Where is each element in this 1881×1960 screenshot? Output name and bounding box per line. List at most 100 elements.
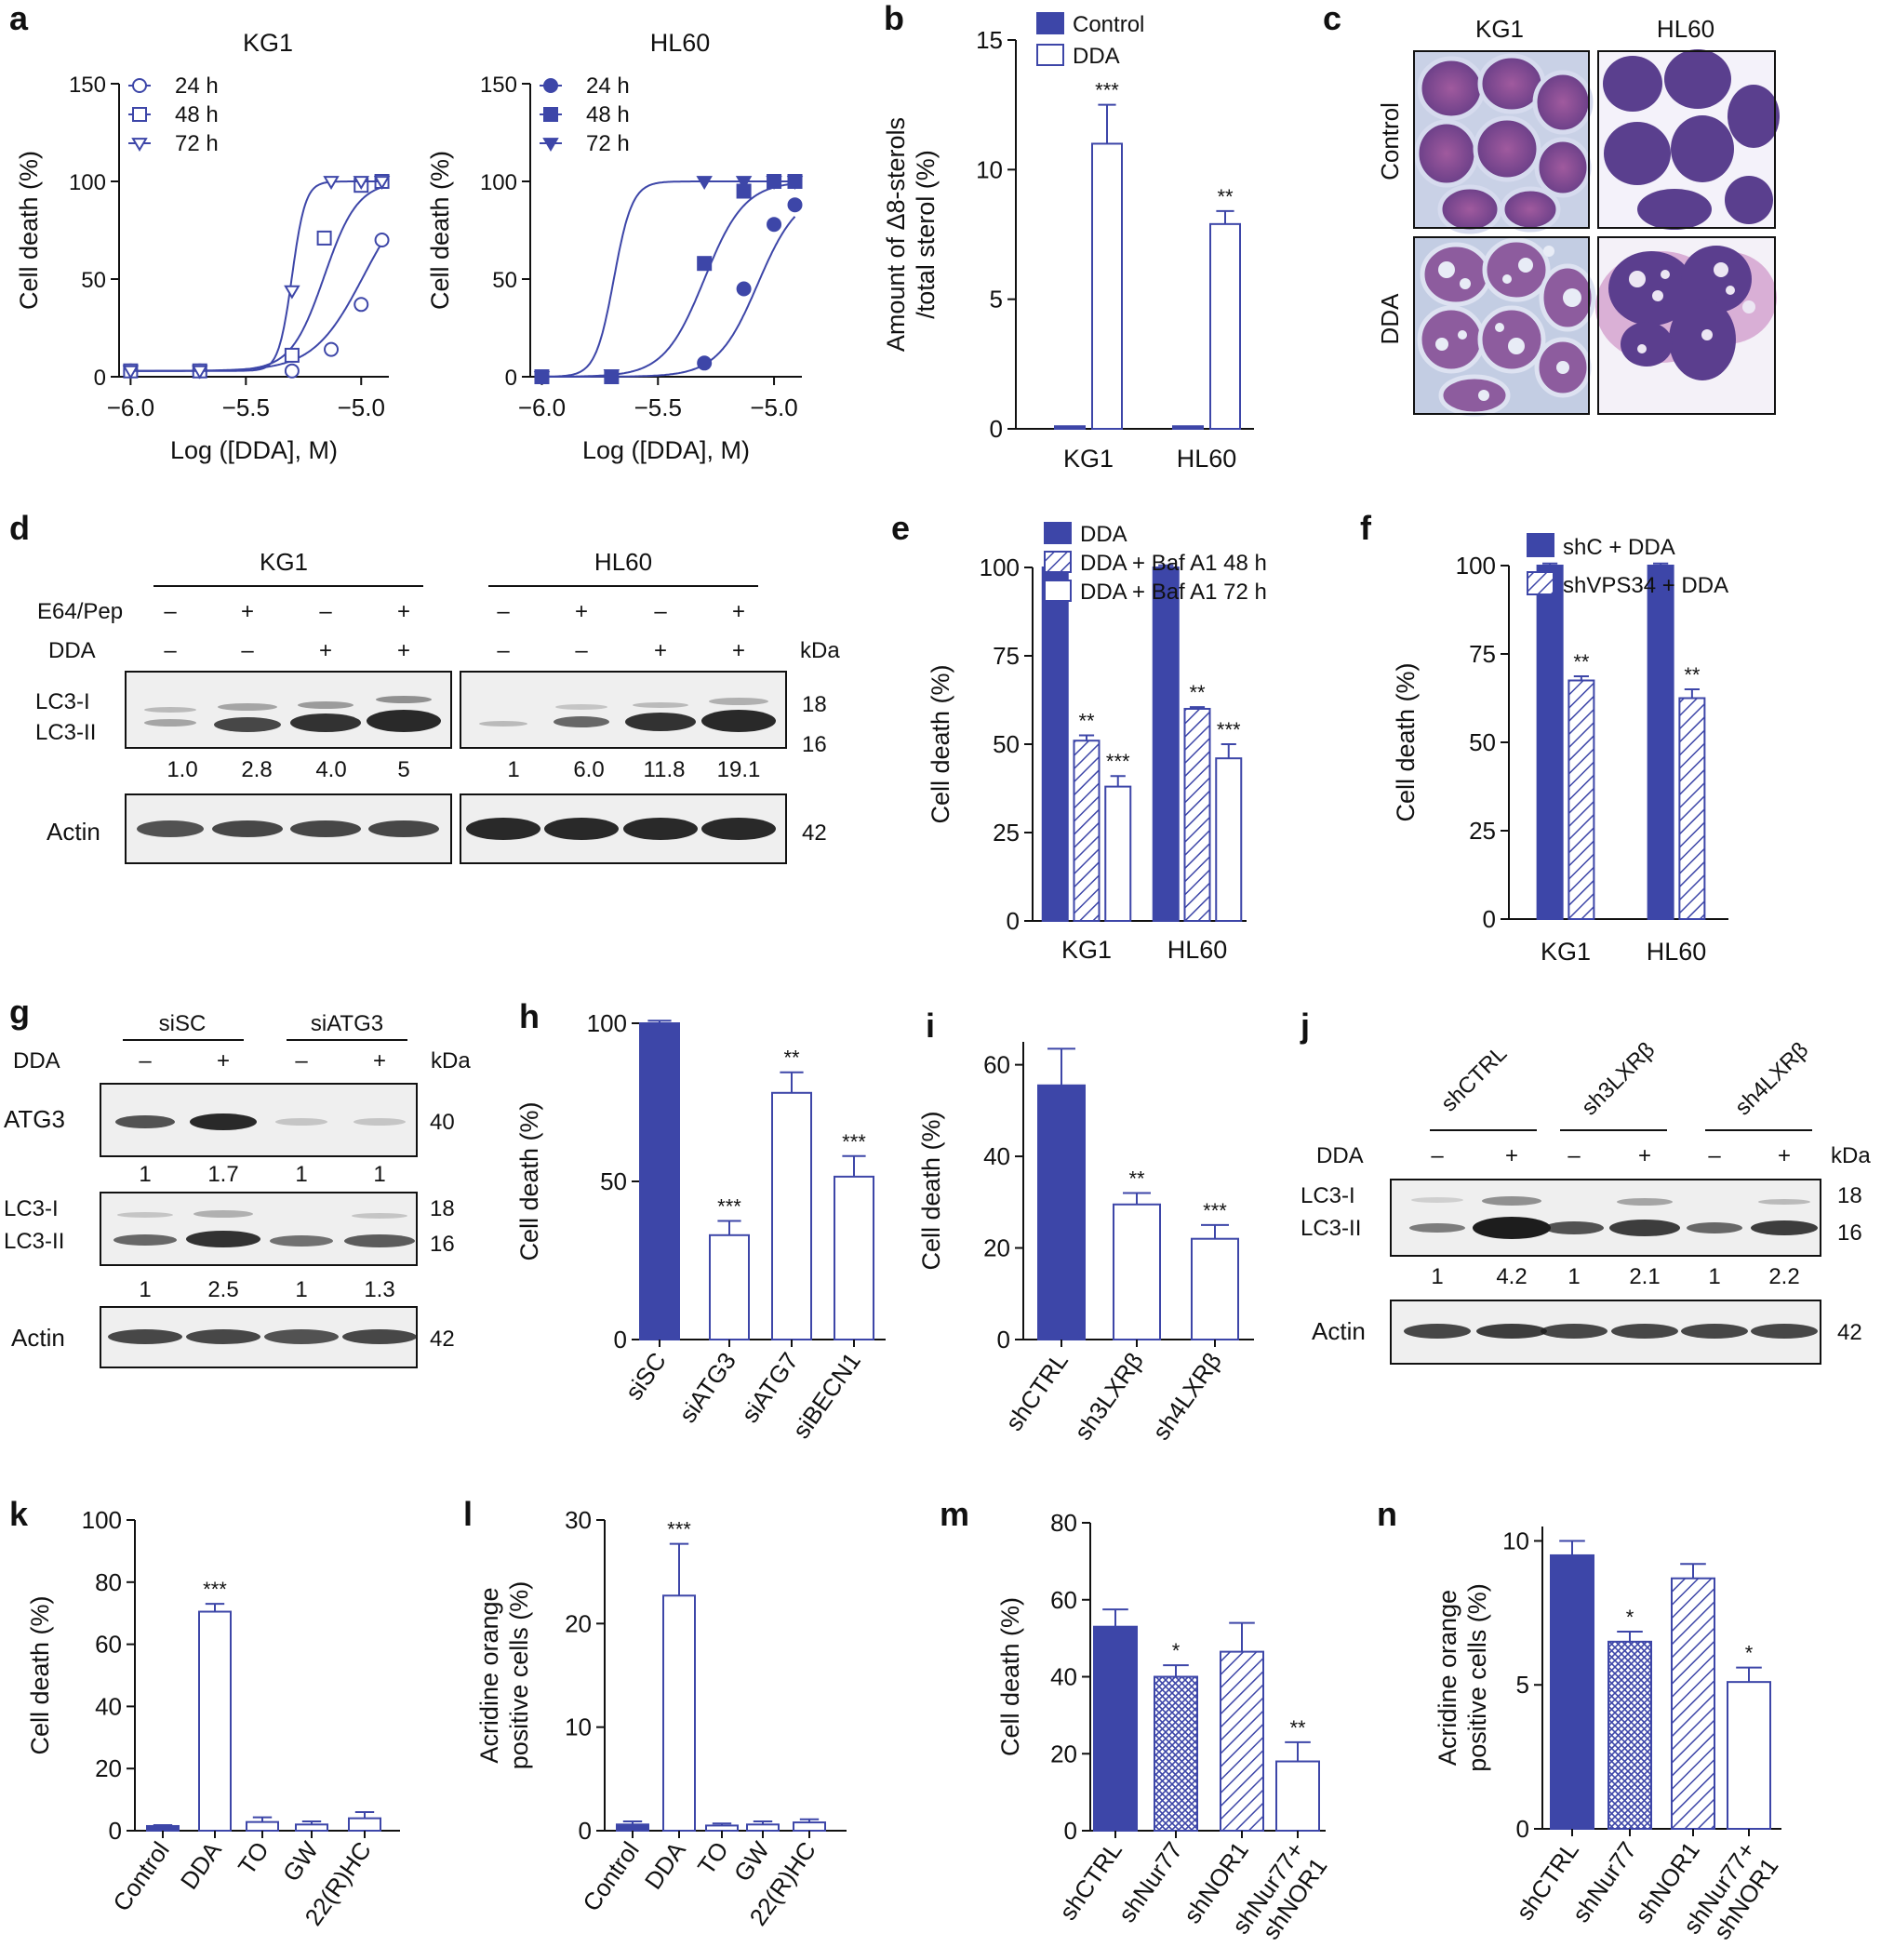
blot-j-dda-2: + — [1505, 1143, 1518, 1168]
blot-d-e64-8: + — [732, 599, 745, 624]
blot-g-lc3ii: LC3-II — [4, 1229, 64, 1254]
y-tick-label: 60 — [1050, 1586, 1077, 1614]
bar — [616, 1823, 649, 1832]
blot-g-mw-40: 40 — [430, 1110, 455, 1135]
blot-d-mw-16: 16 — [802, 732, 827, 757]
y-axis-label: Cell death (%) — [917, 1111, 945, 1270]
bar — [1154, 1675, 1198, 1832]
blot-j-dda-3: – — [1568, 1143, 1581, 1168]
blot-d-lc3i: LC3-I — [35, 689, 90, 714]
bar — [1104, 785, 1132, 922]
y-axis-label: Cell death (%) — [26, 1595, 54, 1754]
data-point — [697, 256, 713, 272]
y-tick-label: 50 — [600, 1167, 627, 1195]
y-tick-label: 10 — [976, 155, 1003, 183]
y-tick-label: 50 — [1469, 728, 1496, 756]
data-point — [316, 230, 332, 246]
bar — [1209, 222, 1241, 430]
micro-hl60-dda — [1595, 236, 1777, 415]
y-tick-label: 40 — [1050, 1663, 1077, 1691]
legend-label: shC + DDA — [1563, 535, 1675, 560]
y-axis-label: Acridine orangepositive cells (%) — [475, 1581, 533, 1770]
data-point — [533, 371, 551, 385]
significance-label: ** — [1217, 185, 1234, 208]
y-tick-label: 150 — [69, 73, 106, 98]
data-point — [324, 341, 340, 357]
y-tick-label: 20 — [1050, 1740, 1077, 1767]
y-axis-label: Cell death (%) — [1392, 662, 1420, 821]
x-category-label: KG1 — [1541, 938, 1591, 966]
blot-g-lc3-quant-4: 1.3 — [364, 1277, 394, 1302]
bar — [746, 1823, 780, 1832]
blot-d-mw-42: 42 — [802, 820, 827, 846]
bar — [1671, 1577, 1715, 1830]
data-point — [192, 365, 208, 380]
blot-d-row-dda: DDA — [48, 638, 96, 663]
y-tick-label: 0 — [109, 1817, 122, 1845]
bar — [1152, 567, 1180, 922]
y-tick-label: 0 — [1483, 905, 1496, 933]
blot-j-group-sh3: sh3LXRβ — [1577, 1037, 1660, 1120]
data-point — [766, 176, 782, 190]
blot-j-quant-5: 1 — [1708, 1264, 1720, 1289]
chart-k: 0 20 40 60 80 100 Cell death (%) Control *** DDA T… — [26, 1506, 400, 1930]
data-point — [736, 281, 752, 297]
y-tick-label: 40 — [983, 1142, 1010, 1170]
blot-g-kda: kDa — [431, 1048, 471, 1073]
y-tick-label: 10 — [565, 1713, 592, 1741]
chart-b: 0 5 10 15 Amount of Δ8-sterols/total sterol … — [882, 12, 1254, 473]
bar — [834, 1175, 874, 1341]
blot-d-quant-8: 19.1 — [717, 757, 761, 782]
significance-label: *** — [1203, 1199, 1227, 1222]
y-tick-label: 0 — [505, 366, 517, 391]
blot-d-quant-7: 11.8 — [644, 757, 686, 782]
blot-g: siSC siATG3 DDA kDa – + – + ATG3 40 1 1.… — [4, 1011, 471, 1368]
data-point — [284, 347, 300, 363]
significance-label: ** — [1573, 650, 1590, 673]
x-category-label: TO — [692, 1836, 734, 1879]
blot-d-e64-5: – — [497, 599, 510, 624]
y-tick-label: 15 — [976, 26, 1003, 54]
legend-swatch — [1044, 551, 1072, 573]
blot-d-quant-1: 1.0 — [167, 757, 197, 782]
x-category-label: sh4LXRβ — [1147, 1347, 1227, 1445]
bar — [639, 1022, 680, 1340]
legend-swatch — [1044, 522, 1072, 544]
legend-marker — [543, 107, 558, 122]
legend-label: 24 h — [175, 73, 219, 99]
blot-j-quant-6: 2.2 — [1768, 1264, 1799, 1289]
y-tick-label: 50 — [81, 268, 106, 293]
y-tick-label: 20 — [565, 1609, 592, 1637]
legend-label: 24 h — [586, 73, 630, 99]
bar — [1183, 708, 1211, 922]
bar — [1550, 1553, 1594, 1830]
blot-g-group-sisc: siSC — [159, 1011, 207, 1036]
y-tick-label: 0 — [1064, 1817, 1077, 1845]
bar — [1647, 565, 1674, 920]
blot-g-lc3i: LC3-I — [4, 1196, 59, 1221]
y-axis-label: Cell death (%) — [927, 664, 954, 823]
data-point — [696, 176, 713, 190]
y-tick-label: 80 — [1050, 1509, 1077, 1537]
micro-row-dda: DDA — [1376, 293, 1404, 345]
legend-swatch — [1527, 571, 1554, 595]
data-point — [284, 363, 300, 379]
blot-j-dda-1: – — [1431, 1143, 1444, 1168]
y-axis-label: Amount of Δ8-sterols/total sterol (%) — [882, 117, 940, 352]
x-tick-label: −5.5 — [634, 393, 682, 421]
bar — [705, 1824, 739, 1833]
y-tick-label: 0 — [997, 1326, 1010, 1353]
y-axis-label: Acridine orangepositive cells (%) — [1434, 1583, 1491, 1772]
significance-label: ** — [1128, 1167, 1145, 1190]
blot-j-mw-18: 18 — [1837, 1183, 1862, 1208]
panel-label-j: j — [1300, 1007, 1310, 1045]
blot-d-dda-4: + — [397, 638, 410, 663]
x-axis-label: Log ([DDA], M) — [582, 436, 750, 464]
x-category-label: siSC — [620, 1347, 672, 1405]
chart-i: 0 20 40 60 Cell death (%) shCTRL ** sh3LXRβ *** s… — [917, 1042, 1254, 1445]
y-tick-label: 40 — [95, 1692, 122, 1720]
bar — [1678, 697, 1706, 920]
legend-swatch — [1036, 12, 1064, 34]
blot-d-quant-3: 4.0 — [315, 757, 346, 782]
